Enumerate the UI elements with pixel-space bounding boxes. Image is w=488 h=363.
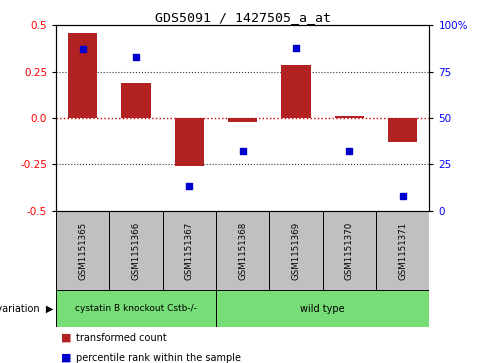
Point: [79, 46, 87, 52]
Bar: [216, 211, 269, 290]
Text: wild type: wild type: [301, 303, 345, 314]
Text: GSM1151367: GSM1151367: [185, 221, 194, 280]
Text: cystatin B knockout Cstb-/-: cystatin B knockout Cstb-/-: [75, 304, 197, 313]
Text: GSM1151369: GSM1151369: [292, 221, 301, 280]
Point: [399, 193, 407, 199]
Bar: [163, 211, 216, 290]
Text: GSM1151366: GSM1151366: [132, 221, 141, 280]
Point: [132, 54, 140, 60]
Bar: [122, 83, 151, 118]
Text: GSM1151371: GSM1151371: [398, 221, 407, 280]
Bar: [56, 211, 109, 290]
Text: GSM1151370: GSM1151370: [345, 221, 354, 280]
Bar: [376, 211, 429, 290]
Bar: [269, 211, 323, 290]
Title: GDS5091 / 1427505_a_at: GDS5091 / 1427505_a_at: [155, 11, 331, 24]
Point: [239, 148, 246, 154]
Bar: [56, 290, 216, 327]
Text: ■: ■: [61, 352, 72, 363]
Bar: [68, 33, 98, 118]
Bar: [388, 118, 417, 142]
Bar: [335, 116, 364, 118]
Bar: [323, 211, 376, 290]
Text: GSM1151368: GSM1151368: [238, 221, 247, 280]
Point: [346, 148, 353, 154]
Bar: [175, 118, 204, 166]
Text: ■: ■: [61, 333, 72, 343]
Text: percentile rank within the sample: percentile rank within the sample: [76, 352, 241, 363]
Bar: [282, 65, 311, 118]
Text: transformed count: transformed count: [76, 333, 166, 343]
Bar: [228, 118, 258, 122]
Point: [292, 45, 300, 50]
Text: genotype/variation  ▶: genotype/variation ▶: [0, 303, 54, 314]
Bar: [216, 290, 429, 327]
Text: GSM1151365: GSM1151365: [78, 221, 87, 280]
Point: [185, 184, 193, 189]
Bar: [109, 211, 163, 290]
